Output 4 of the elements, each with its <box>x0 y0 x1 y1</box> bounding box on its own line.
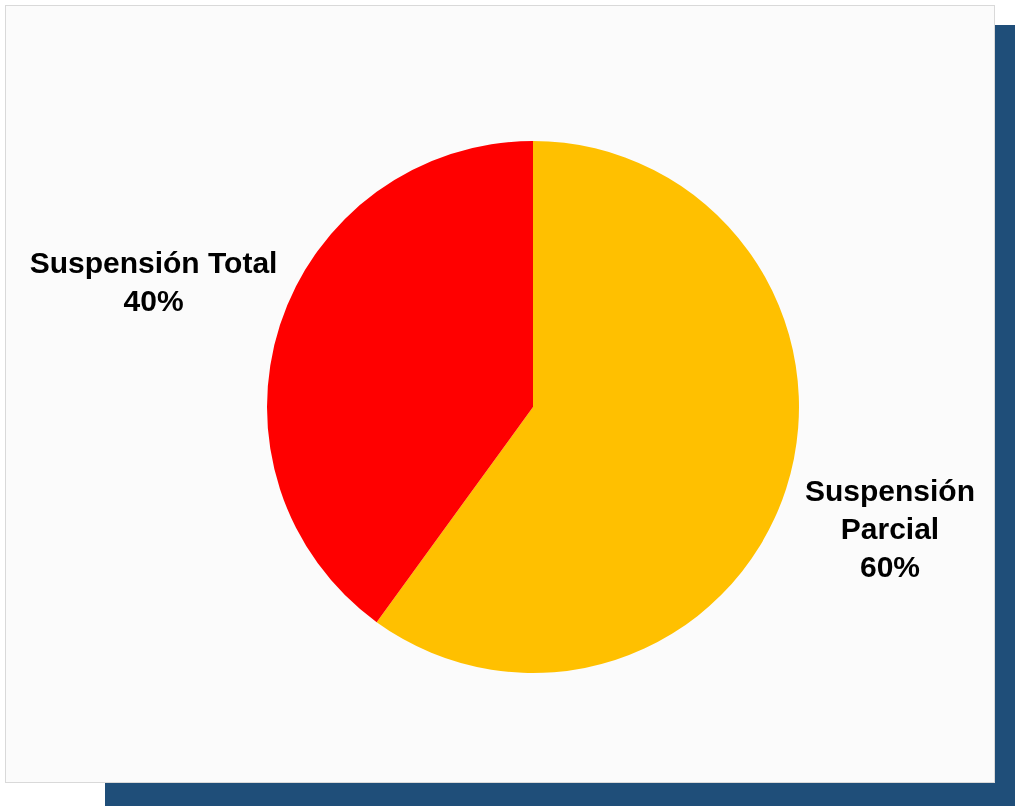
data-label: 40% <box>123 283 184 317</box>
data-label: 60% <box>859 549 921 583</box>
slice-label: Suspensión Total <box>29 245 278 279</box>
slice-label: Suspensión Parcial <box>804 473 975 545</box>
